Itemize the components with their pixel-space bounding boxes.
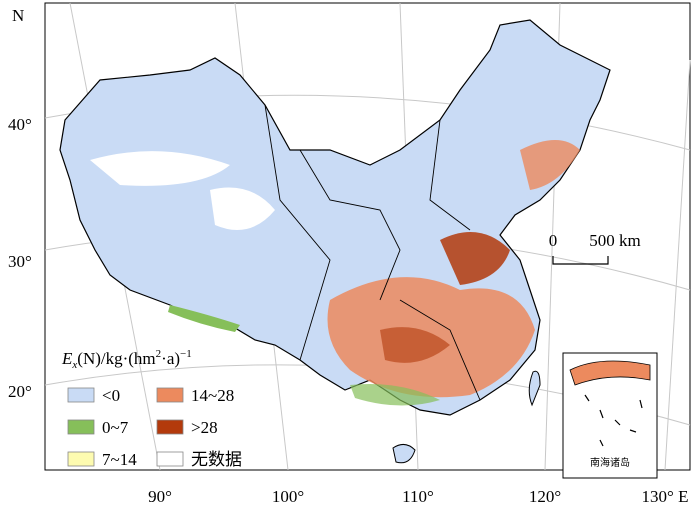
legend-label: >28 — [191, 418, 218, 437]
legend-label: 7~14 — [102, 450, 137, 469]
scale-zero: 0 — [549, 231, 558, 250]
latitude-label: 30° — [8, 252, 32, 271]
legend-label: <0 — [102, 386, 120, 405]
scale-bar: 0 500 km — [549, 231, 641, 265]
legend-swatch — [156, 451, 184, 467]
legend-swatch — [67, 451, 95, 467]
longitude-label: 110° — [402, 487, 434, 506]
scale-length: 500 km — [589, 231, 640, 250]
legend-swatch — [156, 419, 184, 435]
legend-title: Ex(N)/kg·(hm2·a)−1 — [61, 348, 192, 371]
legend-swatch — [67, 419, 95, 435]
legend-title-superscript: −1 — [180, 348, 192, 360]
legend-swatch — [67, 387, 95, 403]
longitude-label: 120° — [529, 487, 561, 506]
china-map — [59, 19, 611, 464]
legend-title-superscript: 2 — [156, 348, 162, 360]
legend-title-symbol: E — [61, 349, 73, 368]
latitude-label: 20° — [8, 382, 32, 401]
legend-title-middle: (N)/kg·(hm — [77, 349, 155, 368]
inset-box: 南海诸岛 — [562, 352, 658, 479]
longitude-label: 130° E — [642, 487, 689, 506]
longitude-label: 100° — [272, 487, 304, 506]
legend-title-subscript: x — [71, 359, 77, 371]
north-label: N — [12, 6, 24, 25]
legend-swatch — [156, 387, 184, 403]
legend-label: 无数据 — [191, 450, 242, 469]
legend-label: 0~7 — [102, 418, 129, 437]
legend-title-tail: ·a) — [161, 349, 180, 368]
legend: <0 0~7 7~14 14~28 >28 无数据 — [67, 386, 242, 469]
inset-label: 南海诸岛 — [590, 456, 630, 469]
latitude-label: 40° — [8, 115, 32, 134]
longitude-label: 90° — [148, 487, 172, 506]
legend-label: 14~28 — [191, 386, 234, 405]
